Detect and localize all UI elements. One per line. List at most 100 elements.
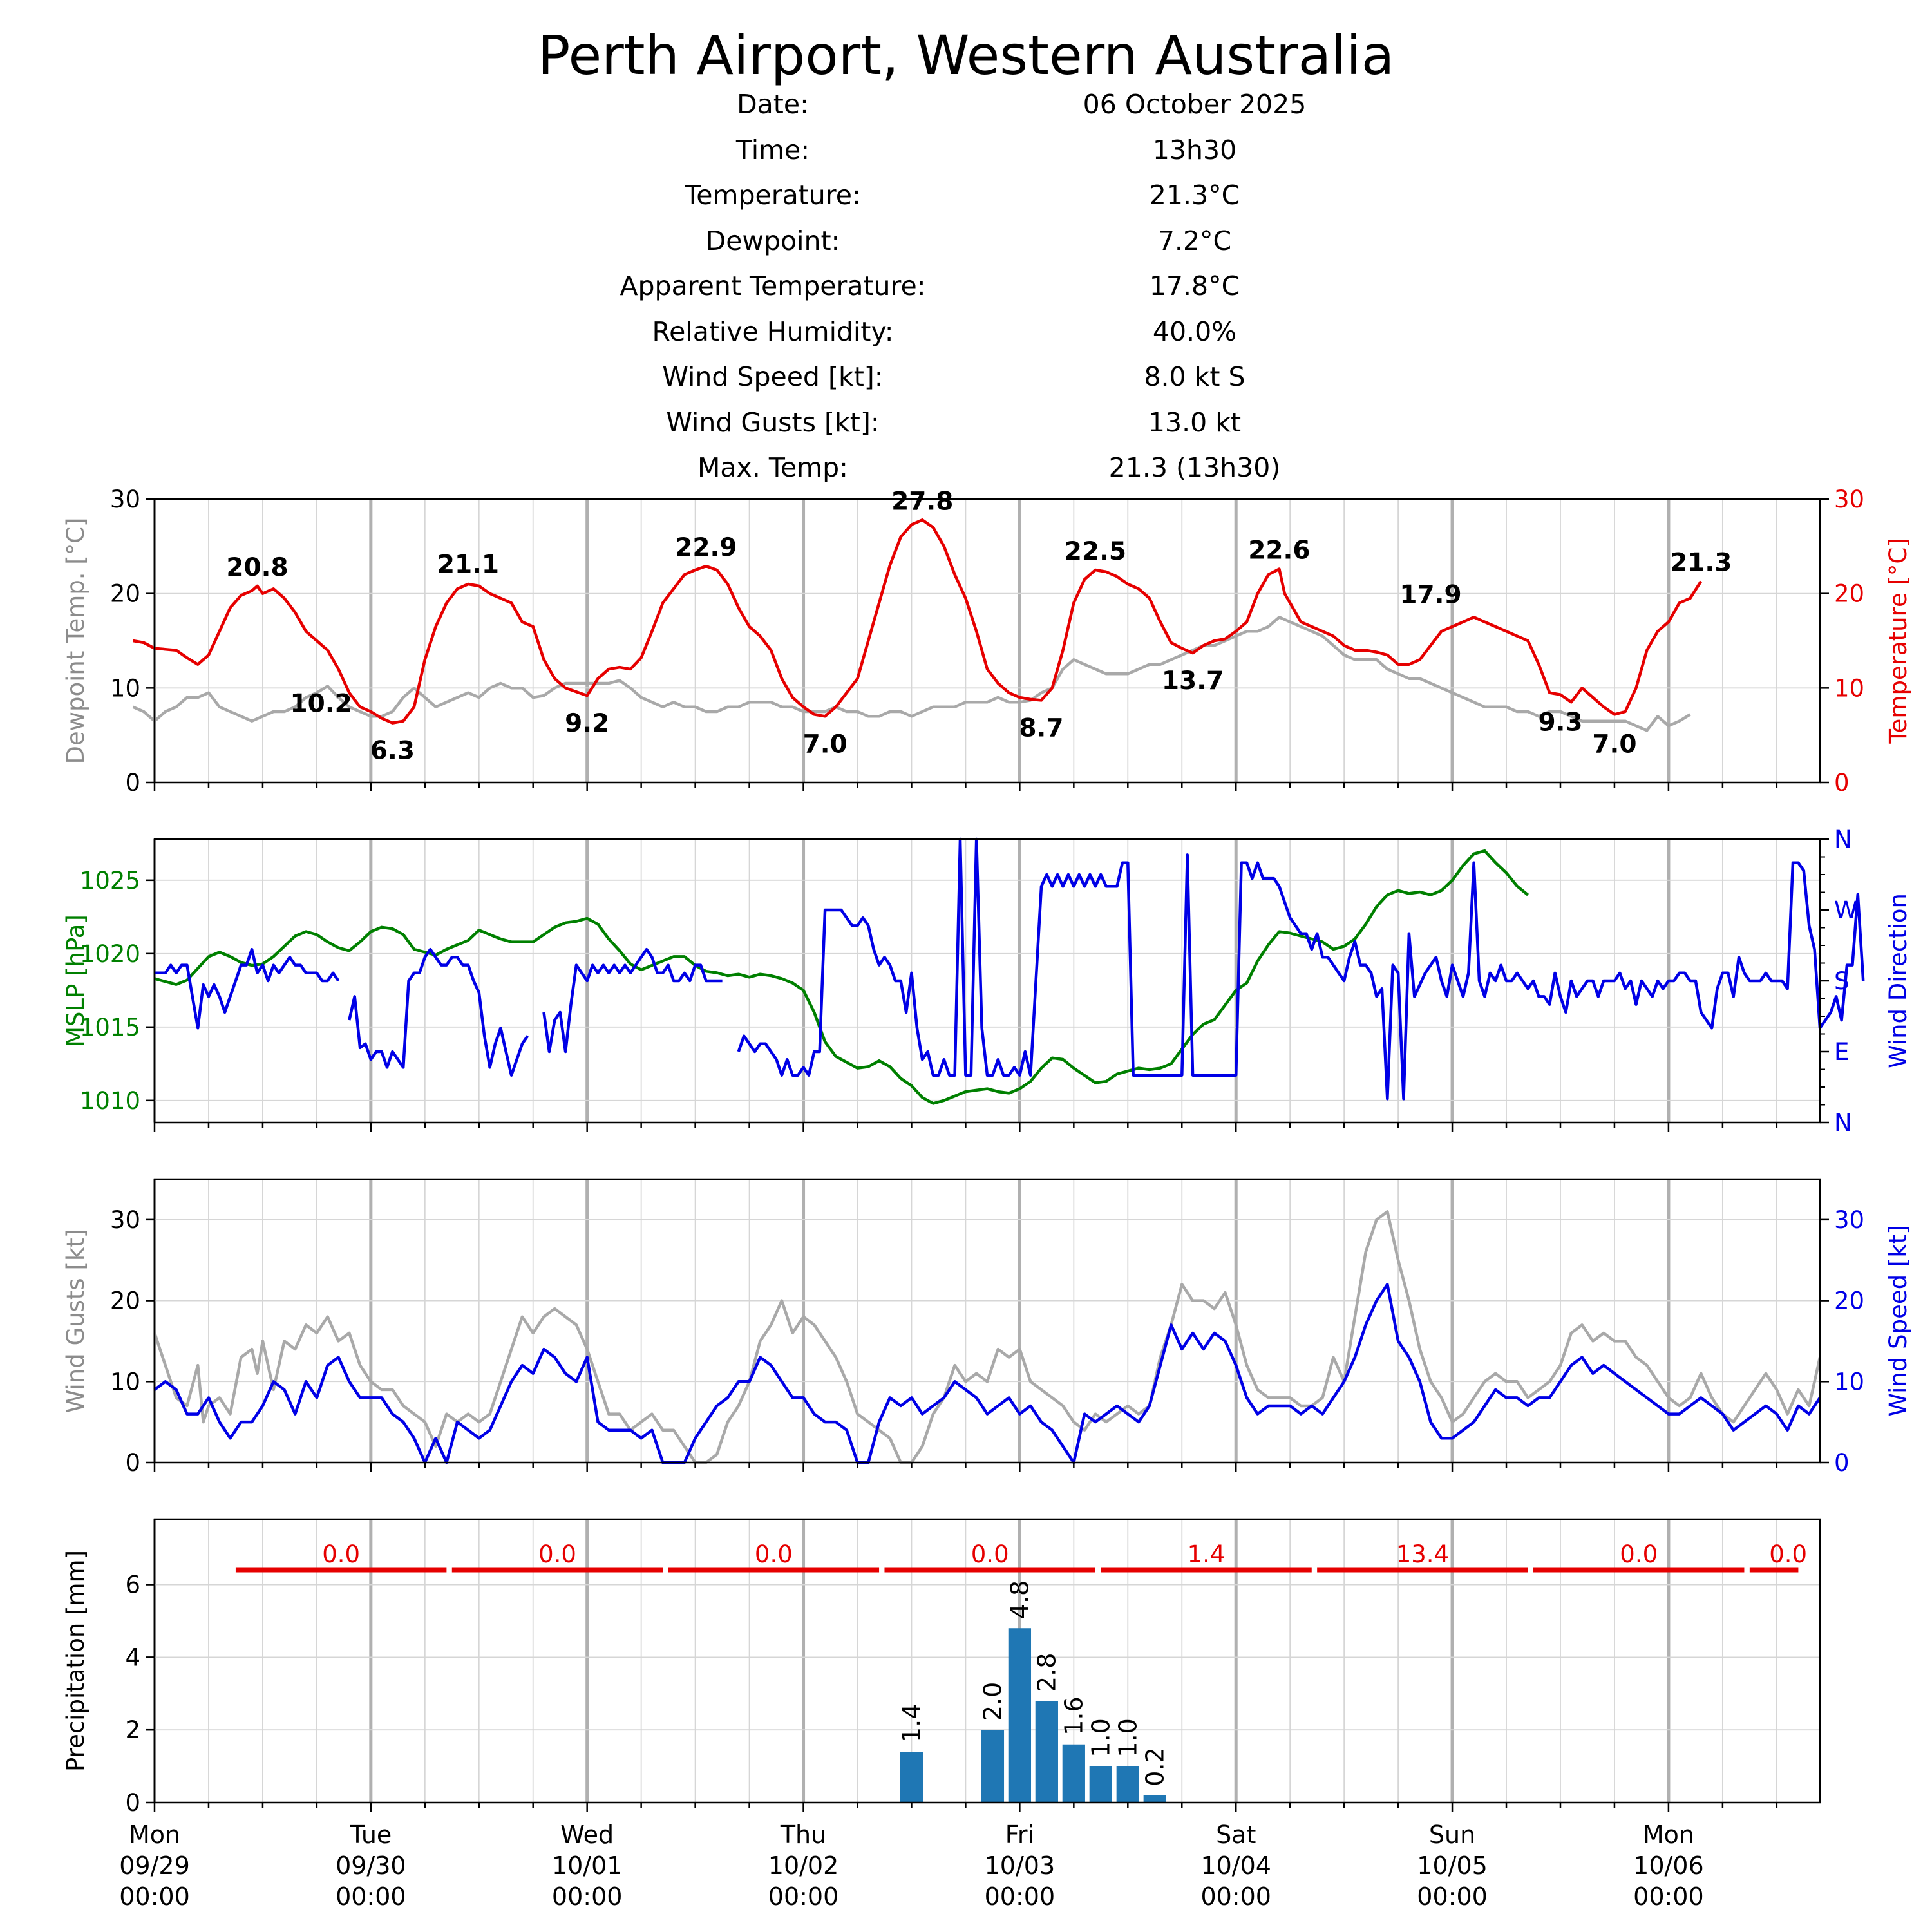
- temperature-annotation: 13.7: [1162, 667, 1224, 696]
- y-tick-label: 10: [110, 1368, 140, 1396]
- y-tick-label: 1010: [80, 1087, 140, 1115]
- temperature-annotation: 22.5: [1065, 537, 1126, 566]
- y-tick-label: 10: [110, 674, 140, 702]
- info-label: Time:: [735, 134, 810, 166]
- x-tick-day: Sat: [1216, 1821, 1256, 1849]
- y-tick-label: 2: [125, 1716, 140, 1744]
- x-tick-date: 09/29: [119, 1852, 190, 1880]
- x-tick-date: 09/30: [336, 1852, 406, 1880]
- y-tick-label: 30: [110, 486, 140, 513]
- temperature-annotation: 20.8: [226, 553, 288, 582]
- info-label: Temperature:: [685, 180, 861, 211]
- dewpoint-line: [132, 616, 1691, 732]
- x-tick-day: Tue: [349, 1821, 392, 1849]
- precip-bar-label: 2.0: [978, 1682, 1007, 1721]
- daily-total-label: 0.0: [755, 1540, 793, 1568]
- y-tick-label: 20: [110, 1287, 140, 1315]
- info-label: Max. Temp:: [697, 452, 848, 483]
- y-tick-label: 4: [125, 1643, 140, 1671]
- info-label: Relative Humidity:: [652, 316, 894, 347]
- y-axis-label-left: MSLP [hPa]: [62, 914, 90, 1047]
- precip-bar-label: 1.0: [1113, 1718, 1142, 1757]
- info-value: 40.0%: [1152, 316, 1237, 347]
- daily-total-label: 0.0: [322, 1540, 360, 1568]
- precip-bar: [981, 1730, 1005, 1803]
- chart-title: Perth Airport, Western Australia: [537, 24, 1395, 87]
- grid: [153, 839, 1820, 1122]
- y-tick-label: 0: [125, 1789, 140, 1817]
- x-tick-date: 10/05: [1417, 1852, 1488, 1880]
- y-axis-label-left: Precipitation [mm]: [62, 1550, 90, 1772]
- y-tick-label: 0: [125, 1449, 140, 1477]
- daily-total-label: 0.0: [971, 1540, 1009, 1568]
- precip-bar-label: 4.8: [1005, 1580, 1034, 1619]
- x-tick-date: 10/02: [768, 1852, 839, 1880]
- x-tick-time: 00:00: [336, 1882, 406, 1911]
- info-label: Dewpoint:: [705, 225, 840, 256]
- wind-direction-line: [155, 837, 1865, 1101]
- grid: [153, 1179, 1820, 1463]
- info-value: 13.0 kt: [1148, 406, 1242, 438]
- x-tick-day: Fri: [1005, 1821, 1034, 1849]
- precip-bar-label: 1.0: [1086, 1718, 1115, 1757]
- daily-total-label: 0.0: [538, 1540, 576, 1568]
- y-tick-label: 1015: [80, 1014, 140, 1041]
- plot-frame: [153, 498, 1821, 784]
- info-value: 17.8°C: [1149, 270, 1240, 301]
- info-value: 13h30: [1152, 134, 1237, 166]
- temperature-annotation: 9.3: [1538, 708, 1582, 737]
- y-axis-label-right: Wind Speed [kt]: [1884, 1225, 1912, 1416]
- x-tick-day: Sun: [1429, 1821, 1475, 1849]
- x-tick-time: 00:00: [119, 1882, 190, 1911]
- y-tick-label: W: [1834, 896, 1858, 924]
- temperature-annotation: 9.2: [565, 709, 609, 738]
- y-tick-label: 10: [1834, 1368, 1864, 1396]
- info-value: 8.0 kt S: [1144, 361, 1245, 392]
- y-tick-label: 20: [1834, 580, 1864, 608]
- x-tick-date: 10/04: [1200, 1852, 1271, 1880]
- x-tick-time: 00:00: [552, 1882, 623, 1911]
- x-tick-day: Thu: [780, 1821, 826, 1849]
- y-tick-label: 30: [1834, 486, 1864, 513]
- temperature-annotation: 21.1: [437, 551, 499, 580]
- wind-speed-line: [153, 1283, 1821, 1464]
- y-axis-label-right: Wind Direction: [1884, 893, 1912, 1068]
- y-tick-label: N: [1834, 1109, 1852, 1137]
- y-tick-label: 0: [125, 769, 140, 797]
- temperature-line: [133, 518, 1703, 724]
- y-tick-label: 30: [110, 1206, 140, 1234]
- info-label: Date:: [737, 89, 809, 120]
- y-tick-label: 20: [110, 580, 140, 608]
- temperature-annotation: 7.0: [1592, 730, 1636, 759]
- x-tick-day: Mon: [1643, 1821, 1694, 1849]
- info-value: 21.3°C: [1149, 180, 1240, 211]
- temperature-annotation: 22.9: [675, 533, 737, 562]
- precip-bar-label: 1.6: [1059, 1696, 1088, 1735]
- precip-bar-label: 0.2: [1141, 1747, 1169, 1786]
- y-axis-label-right: Temperature [°C]: [1884, 538, 1912, 744]
- y-axis-label-left: Dewpoint Temp. [°C]: [62, 518, 90, 764]
- precip-bar: [1035, 1701, 1058, 1803]
- y-tick-label: 20: [1834, 1287, 1864, 1315]
- info-label: Wind Gusts [kt]:: [666, 406, 880, 438]
- y-tick-label: E: [1834, 1038, 1849, 1066]
- daily-total-label: 0.0: [1769, 1540, 1807, 1568]
- temperature-annotation: 17.9: [1399, 580, 1461, 609]
- temperature-annotation: 10.2: [290, 689, 352, 718]
- temperature-annotation: 7.0: [803, 730, 848, 759]
- y-tick-label: 1025: [80, 867, 140, 895]
- temperature-annotation: 21.3: [1670, 549, 1732, 578]
- wind-gust-line: [153, 1210, 1822, 1464]
- precip-bar: [1116, 1766, 1139, 1803]
- info-value: 06 October 2025: [1083, 89, 1307, 120]
- precip-bar: [1008, 1628, 1032, 1803]
- precip-bar: [900, 1752, 923, 1803]
- y-tick-label: 0: [1834, 1449, 1850, 1477]
- x-tick-date: 10/01: [552, 1852, 623, 1880]
- info-value: 21.3 (13h30): [1108, 452, 1281, 483]
- precip-bar: [1143, 1795, 1166, 1803]
- x-tick-time: 00:00: [985, 1882, 1056, 1911]
- daily-total-label: 1.4: [1188, 1540, 1226, 1568]
- precip-bar-label: 2.8: [1032, 1653, 1061, 1692]
